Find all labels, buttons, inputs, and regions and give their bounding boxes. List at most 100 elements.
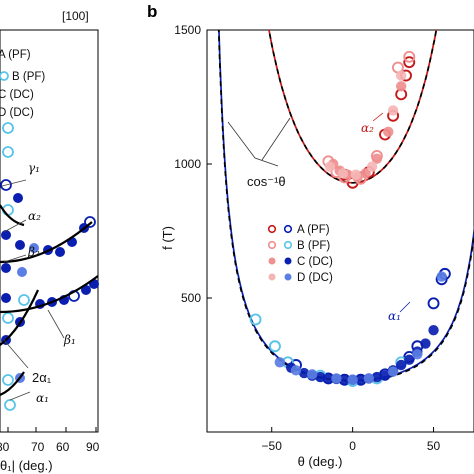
legend-marker-b-red [267, 240, 277, 250]
data-point [420, 338, 431, 349]
x-tick-label: −50 [262, 439, 283, 453]
left-point [17, 267, 27, 277]
left-annot-line [9, 391, 31, 401]
left-point [0, 179, 12, 191]
y-tick-label: 1500 [174, 23, 201, 37]
left-annot-line [3, 254, 27, 263]
left-point [2, 122, 14, 134]
data-point [404, 354, 415, 365]
legend-label-c: C (DC) [297, 256, 333, 268]
left-plot-frame [0, 29, 99, 433]
data-point [315, 371, 326, 383]
data-point [371, 371, 383, 383]
data-point [298, 367, 310, 379]
data-point [360, 168, 371, 179]
left-point [29, 243, 39, 253]
left-xtick-label-60: 60 [56, 440, 70, 454]
legend-marker-c-red [268, 257, 276, 265]
data-point [350, 169, 362, 180]
cos-pointer-line [261, 117, 291, 161]
left-legend-b-marker [0, 71, 9, 81]
legend-marker-c-blue [284, 257, 292, 265]
legend-label-a: A (PF) [297, 224, 330, 236]
left-legend-c: C (DC) [0, 89, 34, 101]
left-fit-beta2 [0, 221, 93, 264]
axes: −50 0 50 500 1000 1500 [174, 23, 440, 453]
data-point [436, 271, 447, 282]
x-tick-label: 50 [427, 439, 441, 453]
data-point [331, 373, 342, 384]
data-point [366, 161, 378, 172]
left-fit-beta1 [0, 275, 99, 314]
left-panel: [100] A (PF) B (PF) C (DC) D (DC) [0, 9, 100, 473]
alpha1-label: α₁ [388, 309, 401, 323]
data-point [249, 313, 262, 326]
left-legend-d: D (DC) [0, 107, 34, 119]
left-point [1, 263, 11, 273]
left-xtick-label-80: 80 [0, 440, 10, 454]
data-points [249, 50, 451, 388]
y-axis-label: f (T) [160, 226, 175, 250]
left-annot-line [1, 179, 27, 187]
alpha1-pointer [399, 301, 411, 313]
data-point [290, 365, 302, 376]
left-annot-line [47, 309, 65, 339]
left-fit-gamma [0, 204, 25, 227]
data-point [306, 369, 318, 380]
left-xtick-label-90: 90 [86, 440, 100, 454]
legend-marker-d-red [268, 273, 276, 281]
left-data-points [0, 122, 99, 411]
left-annot-alpha1: α₁ [36, 391, 49, 405]
left-annot-alpha2: α₂ [28, 209, 41, 223]
alpha2-pointer [372, 112, 384, 122]
data-point [379, 370, 391, 381]
left-point [18, 294, 30, 306]
data-point [395, 70, 407, 81]
left-point [81, 285, 91, 295]
left-annot-beta2: β₂ [27, 245, 40, 259]
data-point [323, 373, 334, 384]
data-point [412, 349, 423, 360]
data-point [395, 81, 407, 92]
left-point [13, 193, 23, 203]
y-tick-label: 1000 [174, 157, 201, 171]
left-legend-b: B (PF) [12, 71, 45, 83]
data-point [347, 374, 358, 385]
left-point [2, 312, 14, 324]
panel-label-b: b [147, 2, 157, 21]
data-point [403, 56, 416, 69]
left-point [1, 230, 11, 240]
legend-label-d: D (DC) [297, 272, 333, 284]
data-point [395, 359, 407, 371]
y-tick-label: 500 [181, 291, 201, 305]
left-legend-a: A (PF) [0, 49, 31, 61]
fit-curve [217, 30, 474, 382]
x-axis-label: θ (deg.) [298, 454, 343, 469]
legend-marker-a-blue [283, 224, 293, 234]
fit-curve [268, 30, 438, 184]
left-point [84, 216, 96, 228]
data-point [387, 366, 399, 377]
left-annot-beta1: β₁ [63, 333, 76, 347]
x-tick-label: 0 [349, 439, 356, 453]
left-header-label: [100] [62, 9, 89, 23]
data-point [337, 168, 349, 179]
left-point [4, 399, 16, 411]
left-annot-2alpha1: 2α₁ [32, 370, 52, 385]
alpha2-label: α₂ [361, 121, 374, 135]
cos-label: cos⁻¹θ [247, 174, 286, 189]
left-annot-gamma1: γ₁ [28, 161, 40, 175]
left-annot-line [3, 219, 27, 233]
legend-label-b: B (PF) [297, 240, 330, 252]
data-point [274, 357, 286, 368]
data-point [355, 374, 366, 385]
left-annot-line [3, 339, 29, 369]
left-point [1, 293, 11, 303]
left-x-axis-label: θ₁| (deg.) [0, 458, 53, 473]
data-point [427, 297, 440, 310]
legend-marker-a-red [267, 224, 277, 234]
left-point [2, 146, 14, 158]
left-fit-alpha1 [0, 371, 25, 397]
data-point [387, 105, 399, 116]
